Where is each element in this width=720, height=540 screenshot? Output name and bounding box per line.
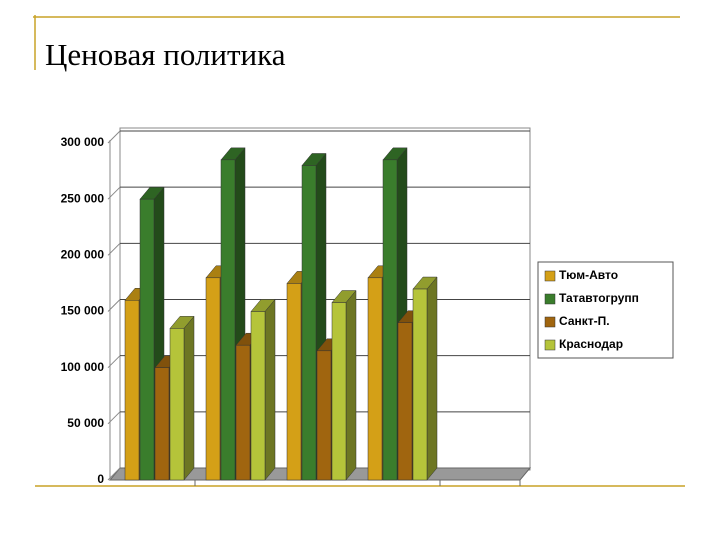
legend-label: Санкт-П. <box>559 314 610 328</box>
bar <box>286 283 302 481</box>
legend-label: Тюм-Авто <box>559 268 618 282</box>
tick-mark <box>107 411 121 425</box>
y-tick-label: 100 000 <box>61 360 105 374</box>
y-tick-label: 200 000 <box>61 248 105 262</box>
tick-mark <box>107 130 121 144</box>
y-tick-label: 150 000 <box>61 304 105 318</box>
legend-swatch <box>544 339 556 351</box>
bar <box>331 302 347 481</box>
bar <box>316 350 332 481</box>
bar <box>382 159 398 481</box>
y-tick-label: 50 000 <box>67 416 104 430</box>
bar-side <box>264 298 276 481</box>
legend-label: Татавтогрупп <box>559 291 639 305</box>
legend-swatch <box>544 316 556 328</box>
bar <box>220 159 236 481</box>
bar <box>412 288 428 481</box>
y-tick-label: 300 000 <box>61 135 105 149</box>
bar <box>397 322 413 481</box>
bar <box>205 277 221 481</box>
tick-mark <box>107 299 121 312</box>
bar <box>139 198 155 481</box>
legend-swatch <box>544 293 556 305</box>
bar <box>154 367 170 481</box>
bar-side <box>183 315 195 481</box>
bar <box>301 165 317 481</box>
tick-mark <box>107 467 121 481</box>
tick-mark <box>107 355 121 369</box>
bar <box>367 277 383 481</box>
legend-swatch <box>544 270 556 282</box>
bar <box>169 328 185 481</box>
tick-mark <box>107 242 121 256</box>
bar <box>124 300 140 481</box>
y-tick-label: 250 000 <box>61 191 105 205</box>
bar-side <box>345 289 357 481</box>
bar-side <box>426 276 438 481</box>
bar <box>250 311 266 481</box>
tick-mark <box>107 186 121 200</box>
legend-label: Краснодар <box>559 337 623 351</box>
slide-title: Ценовая политика <box>45 37 286 72</box>
legend <box>537 261 674 359</box>
bar <box>235 344 251 481</box>
y-tick-label: 0 <box>97 472 104 486</box>
